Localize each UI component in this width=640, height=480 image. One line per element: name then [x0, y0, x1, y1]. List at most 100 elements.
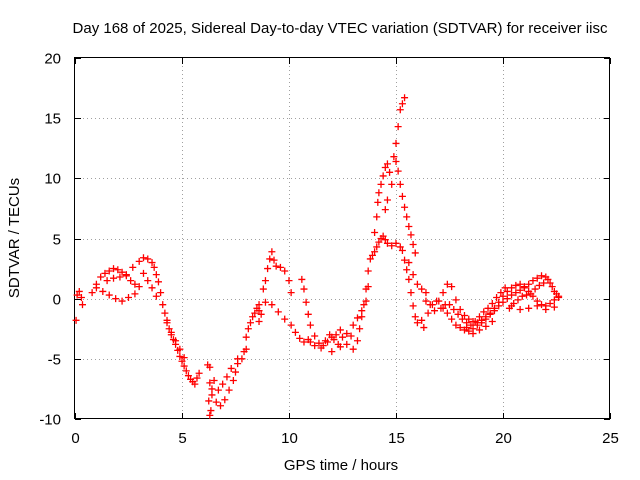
data-point [516, 305, 524, 313]
data-point [469, 330, 477, 338]
data-point [426, 301, 434, 309]
y-tick-label: -10 [39, 412, 61, 429]
data-point [212, 398, 220, 406]
data-point [206, 379, 214, 387]
data-point [172, 337, 180, 345]
data-point [276, 263, 284, 271]
data-point [439, 289, 447, 297]
data-point [315, 339, 323, 347]
data-point [135, 283, 143, 291]
data-point [349, 321, 357, 329]
data-point [184, 372, 192, 380]
data-point [484, 304, 492, 312]
data-point [386, 168, 394, 176]
data-point [396, 243, 404, 251]
data-point [264, 265, 272, 273]
data-point [274, 308, 282, 316]
data-point [214, 386, 222, 394]
data-point [242, 333, 250, 341]
data-point [388, 242, 396, 250]
chart-title: Day 168 of 2025, Sidereal Day-to-day VTE… [73, 20, 608, 37]
data-point [409, 241, 417, 249]
data-point [326, 331, 334, 339]
data-point [458, 315, 466, 323]
data-point [550, 296, 558, 304]
data-point [139, 269, 147, 277]
data-point [75, 287, 83, 295]
data-point [221, 396, 229, 404]
x-axis-label: GPS time / hours [284, 457, 398, 474]
data-point [317, 344, 325, 352]
data-point [232, 368, 239, 376]
data-point [152, 292, 160, 300]
data-point [390, 153, 398, 161]
data-point [246, 319, 254, 327]
data-point [538, 301, 546, 309]
data-point [518, 292, 526, 300]
data-point [358, 307, 366, 315]
data-point [78, 301, 86, 309]
data-point [381, 206, 389, 214]
data-point [409, 271, 417, 279]
data-point [127, 277, 135, 285]
data-point [152, 271, 160, 279]
data-point [257, 310, 265, 318]
data-point [266, 255, 274, 263]
y-tick-label: 15 [44, 111, 61, 128]
data-point [99, 287, 107, 295]
data-point [135, 257, 143, 265]
data-point [330, 336, 338, 344]
data-point [533, 302, 541, 310]
data-point [306, 321, 314, 329]
data-point [371, 228, 379, 236]
data-point [110, 265, 118, 273]
data-point [131, 290, 139, 298]
data-point [167, 328, 175, 336]
data-point [268, 248, 276, 256]
data-point [92, 284, 100, 292]
data-point [180, 354, 188, 362]
data-point [112, 295, 120, 303]
data-point [490, 307, 498, 315]
data-point [381, 236, 389, 244]
data-point [512, 281, 520, 289]
data-point [328, 348, 336, 356]
data-point [219, 380, 227, 388]
data-point [448, 315, 456, 323]
data-point [339, 333, 346, 341]
data-point [150, 263, 158, 271]
data-point [553, 290, 560, 298]
data-point [353, 337, 361, 345]
data-point [388, 180, 396, 188]
data-point [431, 307, 439, 315]
data-point [396, 180, 404, 188]
data-point [452, 296, 460, 304]
data-point [191, 380, 199, 388]
data-point [383, 196, 391, 204]
data-point [103, 277, 111, 285]
x-tick-label: 25 [602, 430, 619, 447]
data-point [418, 285, 426, 293]
x-axis-tick-labels: 0 5 10 15 20 25 [71, 430, 619, 447]
data-point [394, 123, 402, 131]
data-point [411, 313, 419, 321]
data-point [148, 284, 156, 292]
x-tick-label: 20 [495, 430, 512, 447]
data-point [413, 280, 421, 288]
data-point [495, 302, 503, 310]
data-point [373, 213, 381, 221]
data-point [371, 248, 379, 256]
data-point [182, 367, 190, 375]
data-point [401, 94, 409, 102]
data-point [285, 277, 293, 285]
data-point [240, 348, 248, 356]
data-point [105, 291, 113, 299]
data-point [405, 222, 413, 230]
data-point [448, 283, 456, 291]
data-point [531, 285, 539, 293]
data-point [514, 296, 522, 304]
data-point [420, 324, 428, 332]
data-point [207, 407, 215, 415]
data-point [456, 324, 464, 332]
data-point [525, 280, 533, 288]
